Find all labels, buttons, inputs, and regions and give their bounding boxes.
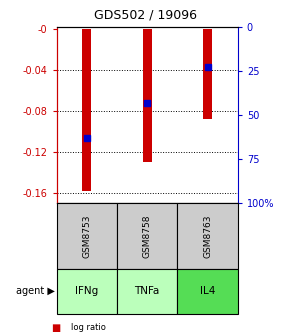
Text: GSM8758: GSM8758	[143, 214, 152, 258]
Text: agent ▶: agent ▶	[16, 287, 55, 296]
Text: GDS502 / 19096: GDS502 / 19096	[93, 8, 197, 22]
Text: GSM8753: GSM8753	[82, 214, 91, 258]
Bar	[82, 29, 91, 191]
Text: TNFa: TNFa	[135, 287, 160, 296]
Bar	[203, 29, 212, 119]
Text: IFNg: IFNg	[75, 287, 98, 296]
Text: GSM8763: GSM8763	[203, 214, 212, 258]
Text: log ratio: log ratio	[71, 323, 106, 332]
Text: IL4: IL4	[200, 287, 215, 296]
Text: ■: ■	[51, 323, 60, 333]
Bar	[143, 29, 152, 162]
